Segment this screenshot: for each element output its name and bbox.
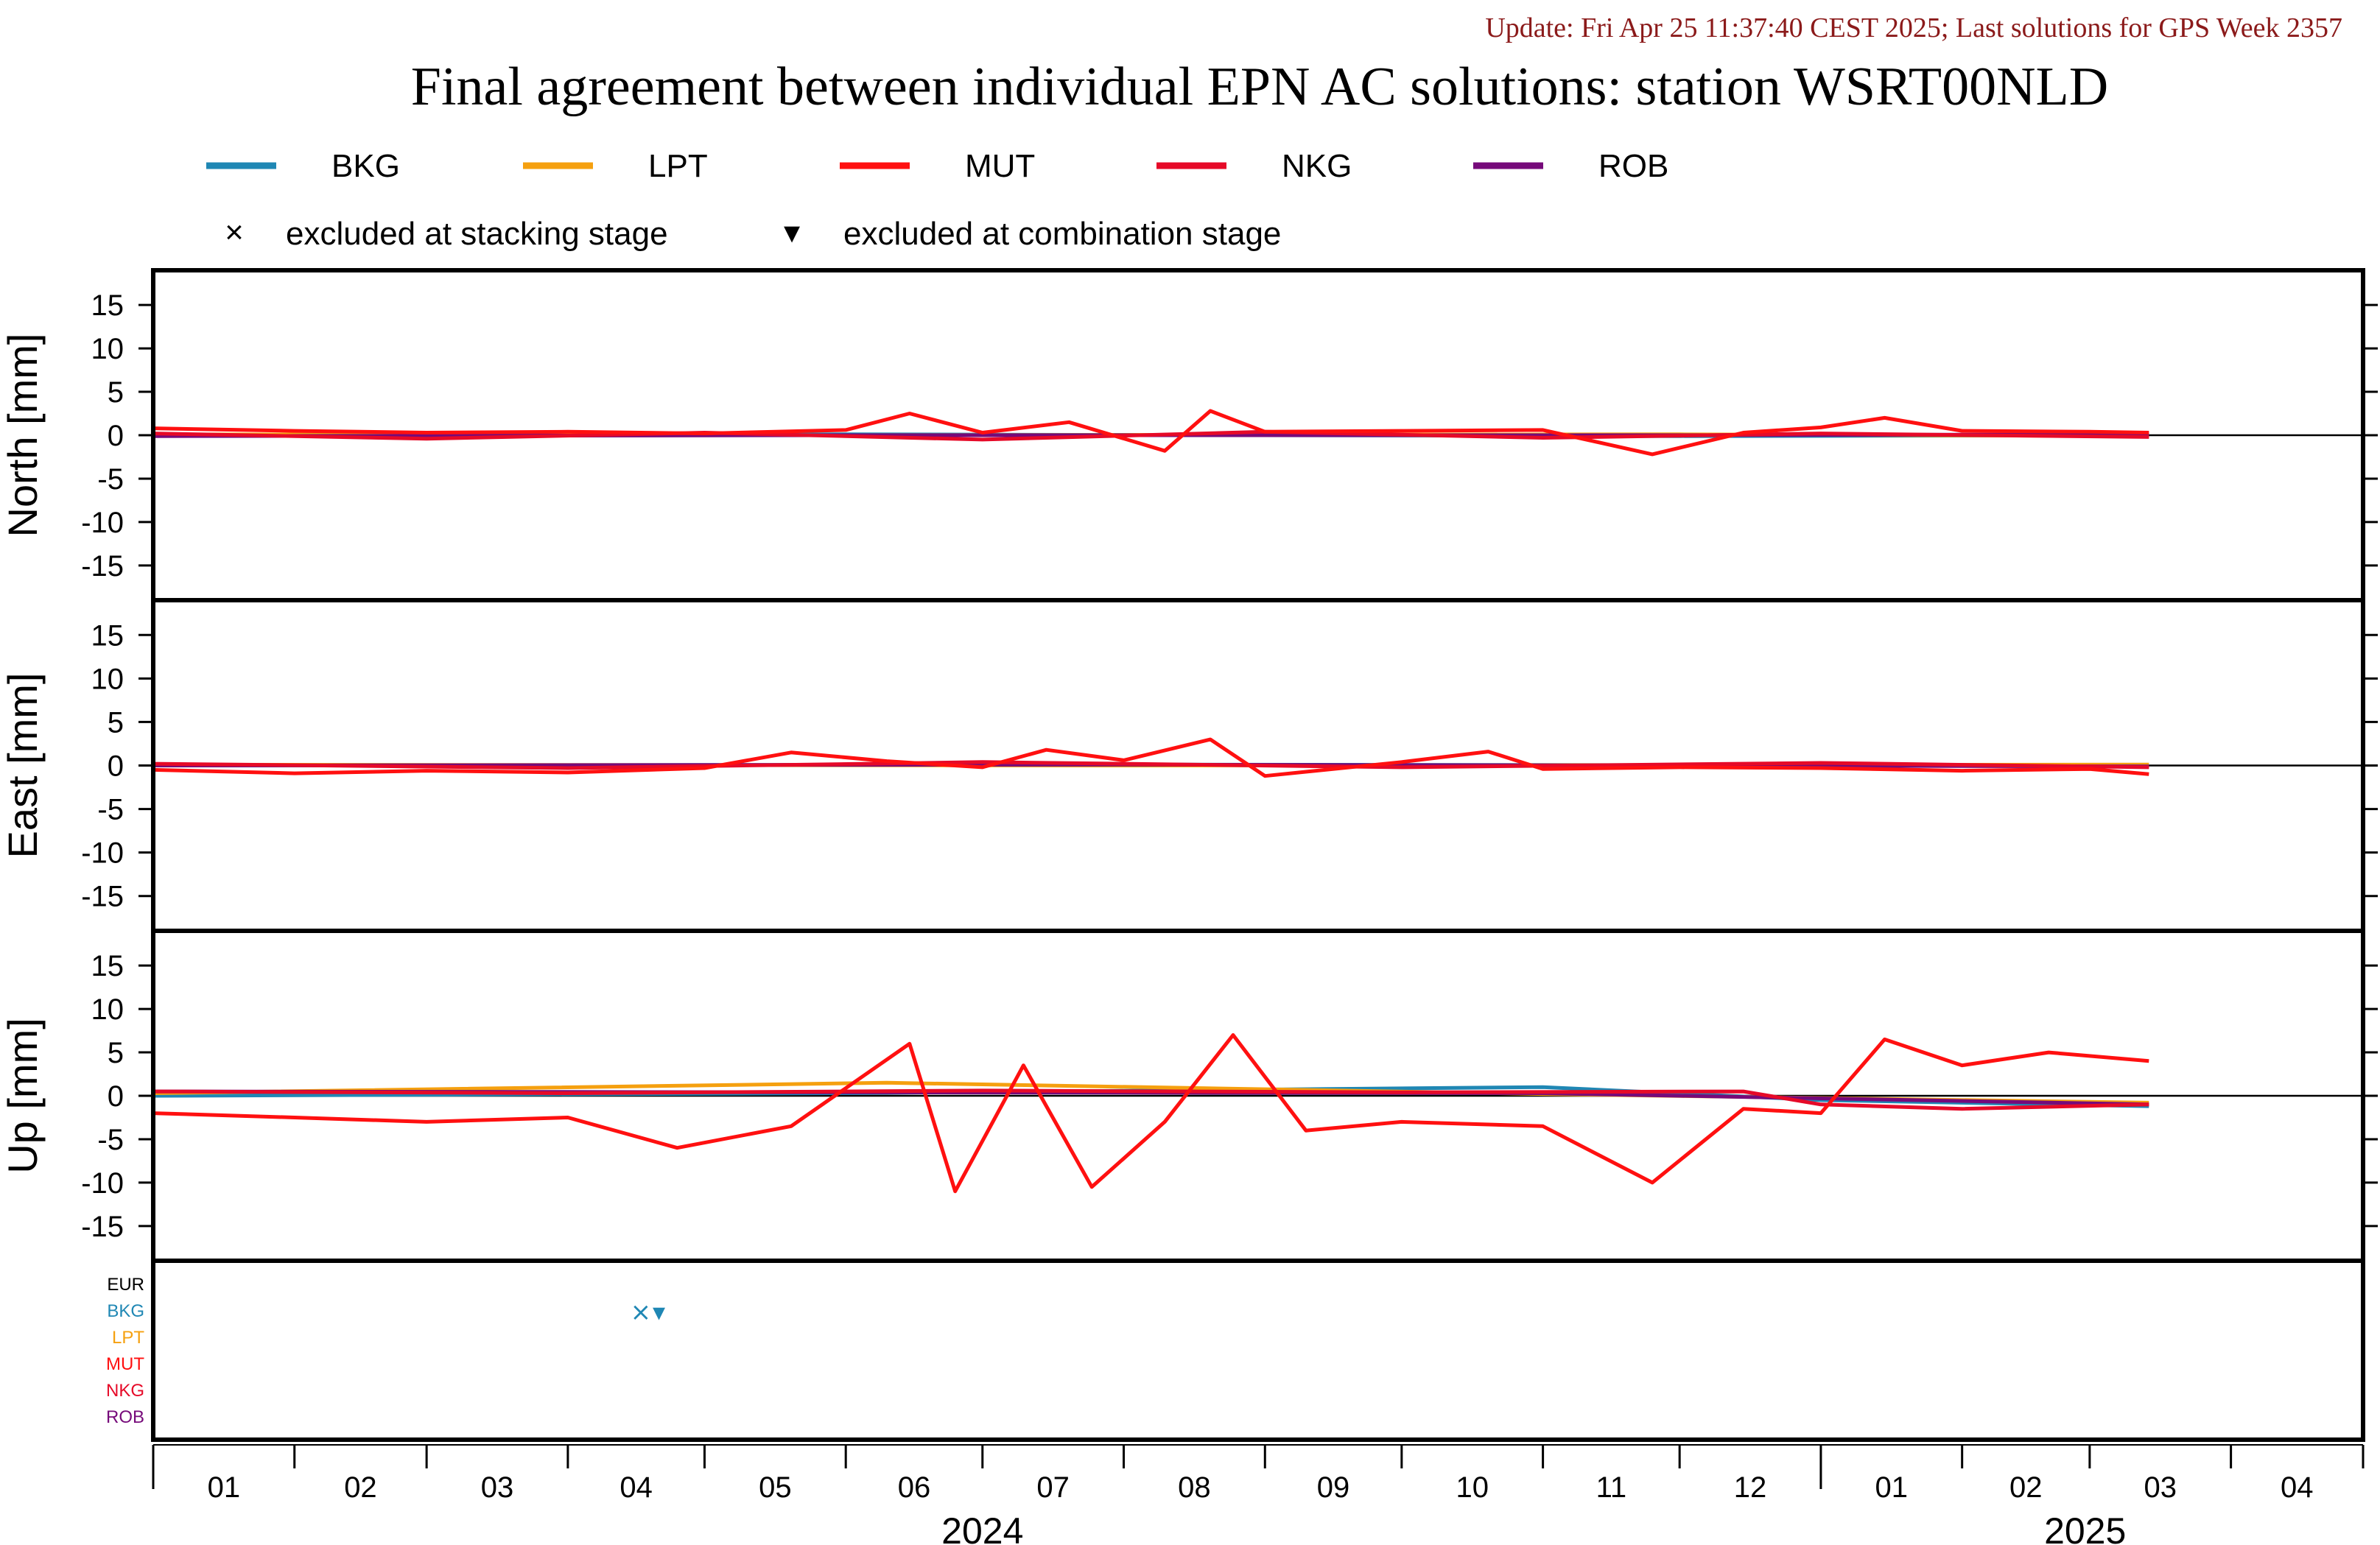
x-month-label: 03: [481, 1471, 514, 1504]
chart-title: Final agreement between individual EPN A…: [411, 57, 2108, 117]
y-tick-label: 5: [108, 376, 124, 409]
exclusion-row-label-bkg: BKG: [107, 1301, 144, 1321]
x-month-label: 09: [1317, 1471, 1350, 1504]
x-month-label: 07: [1036, 1471, 1070, 1504]
legend-marker-symbol: ×: [225, 214, 244, 250]
legend-marker-label: excluded at combination stage: [843, 216, 1281, 252]
legend-label-lpt: LPT: [648, 148, 708, 184]
legend-marker-symbol: ▾: [784, 214, 800, 250]
y-tick-label: -5: [97, 463, 124, 496]
y-tick-label: 0: [108, 420, 124, 452]
y-tick-label: -10: [81, 507, 124, 539]
y-tick-label: -5: [97, 794, 124, 826]
x-month-label: 01: [208, 1471, 241, 1504]
y-tick-label: -10: [81, 837, 124, 870]
y-tick-label: 15: [91, 289, 124, 322]
exclusion-row-label-eur: EUR: [107, 1275, 144, 1295]
exclusion-marker-combination: ▾: [653, 1298, 665, 1327]
legend-marker-label: excluded at stacking stage: [286, 216, 668, 252]
x-month-label: 12: [1734, 1471, 1767, 1504]
panel-north: 15 10 5 0 -5 -10 -15 North [mm]: [0, 268, 2378, 602]
update-text: Update: Fri Apr 25 11:37:40 CEST 2025; L…: [1485, 13, 2342, 43]
panels: 15 10 5 0 -5 -10 -15 North [mm] 15 10 5 0 -5 -10 -15 Ea…: [0, 268, 2378, 1263]
x-year-label: 2025: [2044, 1510, 2126, 1545]
panel-east: 15 10 5 0 -5 -10 -15 East [mm]: [0, 598, 2378, 933]
x-month-label: 02: [344, 1471, 377, 1504]
y-tick-label: 0: [108, 1080, 124, 1113]
y-tick-label: 15: [91, 950, 124, 982]
y-tick-label: -15: [81, 1211, 124, 1243]
legend-label-nkg: NKG: [1282, 148, 1352, 184]
exclusion-row-label-nkg: NKG: [106, 1381, 144, 1401]
legend: BKG LPT MUT NKG ROB × excluded at stacking sta…: [206, 148, 1668, 252]
y-tick-label: 15: [91, 619, 124, 652]
y-tick-label: -15: [81, 881, 124, 913]
x-month-label: 02: [2009, 1471, 2043, 1504]
x-month-label: 04: [2281, 1471, 2314, 1504]
exclusion-panel: EUR BKG LPT MUT NKG ROB × ▾: [106, 1259, 2365, 1442]
panel-up: 15 10 5 0 -5 -10 -15 Up [mm]: [0, 929, 2378, 1263]
y-axis-label: East [mm]: [0, 672, 46, 858]
series-line-mut: [152, 409, 2149, 457]
x-month-label: 11: [1596, 1471, 1627, 1504]
x-month-label: 06: [898, 1471, 931, 1504]
exclusion-frame: [151, 1259, 2365, 1442]
y-tick-label: -15: [81, 550, 124, 583]
x-month-label: 04: [619, 1471, 653, 1504]
y-tick-label: 10: [91, 663, 124, 695]
x-month-label: 03: [2144, 1471, 2177, 1504]
x-month-label: 08: [1178, 1471, 1211, 1504]
x-month-label: 10: [1456, 1471, 1489, 1504]
y-tick-label: 5: [108, 706, 124, 739]
series-line-nkg: [152, 429, 2149, 442]
x-month-label: 05: [759, 1471, 792, 1504]
legend-label-mut: MUT: [965, 148, 1035, 184]
y-axis-label: Up [mm]: [0, 1018, 46, 1174]
y-tick-label: -5: [97, 1124, 124, 1156]
y-tick-label: 10: [91, 993, 124, 1026]
exclusion-row-label-lpt: LPT: [112, 1328, 144, 1348]
y-tick-label: -10: [81, 1167, 124, 1200]
series-line-nkg: [152, 760, 2149, 770]
exclusion-row-label-rob: ROB: [106, 1407, 144, 1427]
y-axis-label: North [mm]: [0, 334, 46, 538]
exclusion-marker-stacking: ×: [631, 1298, 652, 1327]
exclusion-row-label-mut: MUT: [106, 1354, 144, 1374]
series-line-nkg: [152, 1088, 2149, 1111]
y-tick-label: 5: [108, 1037, 124, 1069]
y-tick-label: 10: [91, 333, 124, 365]
x-year-label: 2024: [941, 1510, 1023, 1545]
x-axis: 01 02 03 04 05 06 07 08 09 10 11 12 01 02 03 04 2024 2025: [152, 1444, 2365, 1545]
legend-label-bkg: BKG: [331, 148, 400, 184]
x-month-label: 01: [1875, 1471, 1909, 1504]
series-line-mut: [152, 1033, 2149, 1194]
series-line-mut: [152, 737, 2149, 778]
legend-label-rob: ROB: [1598, 148, 1668, 184]
y-tick-label: 0: [108, 750, 124, 783]
